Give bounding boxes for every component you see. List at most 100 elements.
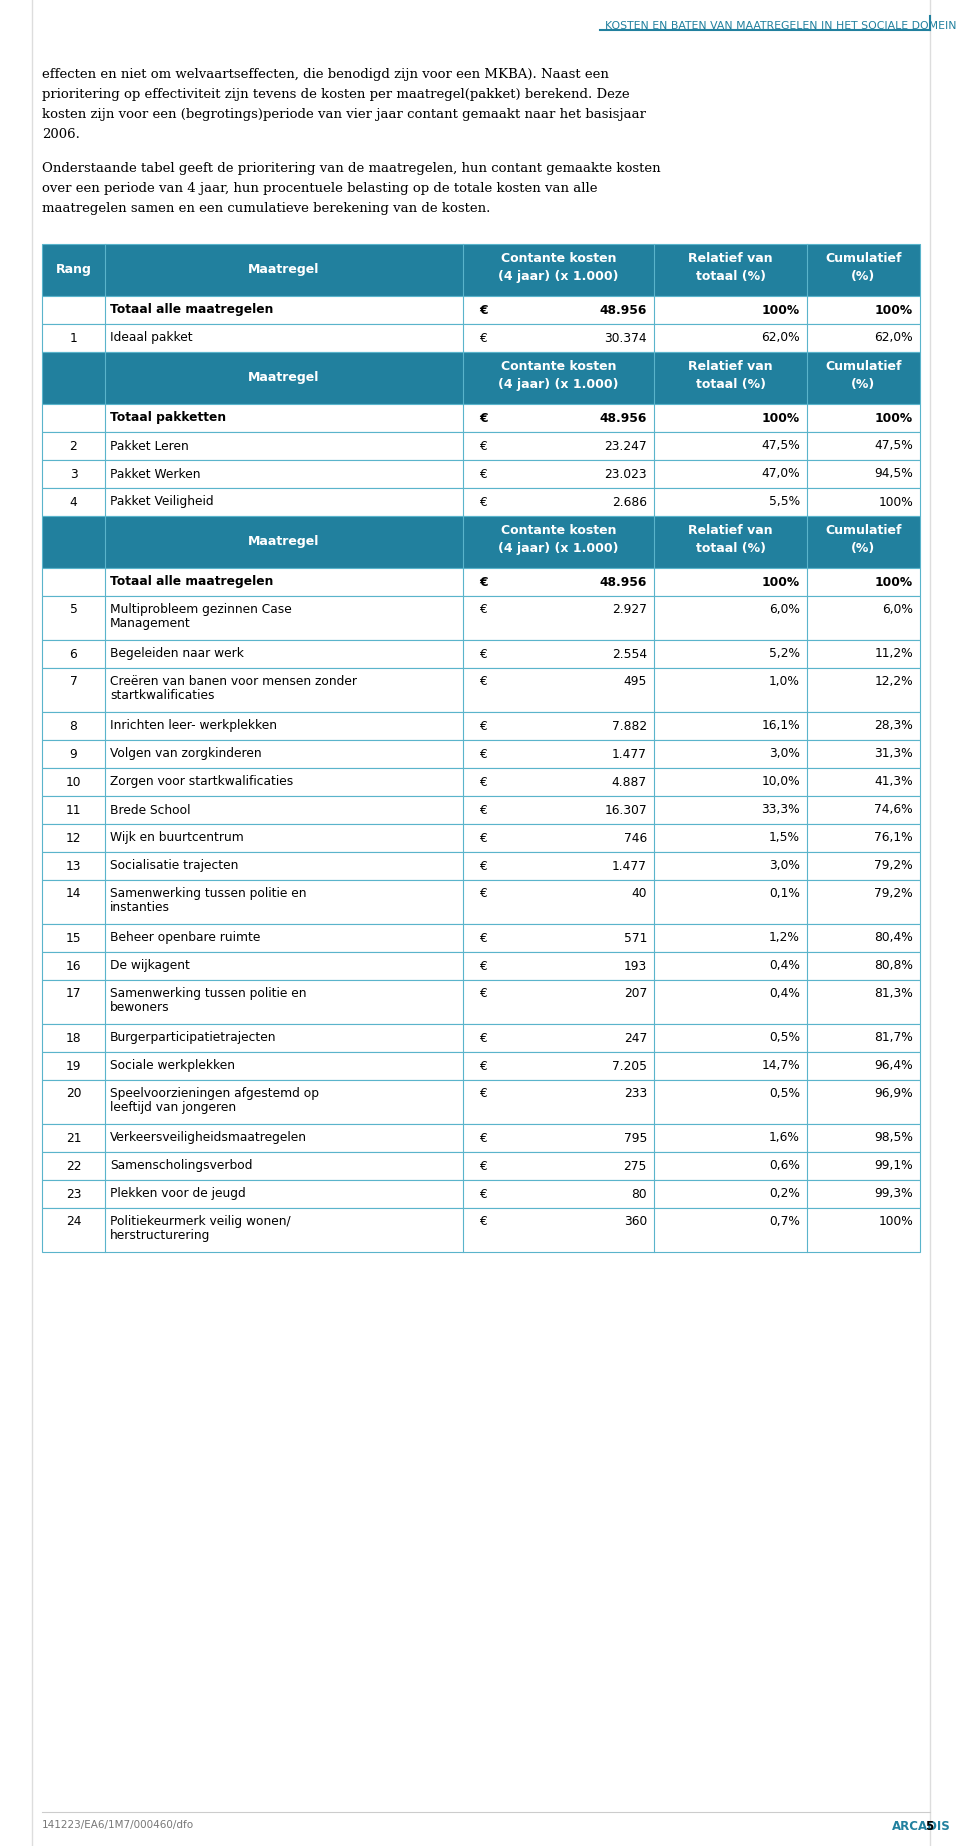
Text: €: € (479, 1215, 487, 1228)
Text: 1: 1 (70, 332, 78, 345)
Text: Samenwerking tussen politie en: Samenwerking tussen politie en (110, 886, 306, 901)
Text: Cumulatief: Cumulatief (826, 253, 901, 266)
Text: €: € (479, 495, 487, 508)
Text: €: € (479, 1032, 487, 1045)
Bar (42, 713, 920, 740)
Text: €: € (479, 748, 487, 761)
Text: 30.374: 30.374 (605, 332, 647, 345)
Text: 81,7%: 81,7% (875, 1032, 913, 1045)
Text: 3,0%: 3,0% (769, 748, 800, 761)
Text: 62,0%: 62,0% (761, 332, 800, 345)
Text: 4.887: 4.887 (612, 775, 647, 788)
Text: 12,2%: 12,2% (875, 676, 913, 689)
Text: €: € (479, 720, 487, 733)
Text: 17: 17 (65, 988, 82, 1001)
Text: 0,5%: 0,5% (769, 1032, 800, 1045)
Text: Pakket Leren: Pakket Leren (110, 439, 189, 452)
Bar (42, 668, 920, 713)
Text: €: € (479, 676, 487, 689)
Text: 9: 9 (70, 748, 78, 761)
Text: 5,2%: 5,2% (769, 648, 800, 661)
Text: 11: 11 (65, 803, 82, 816)
Text: Speelvoorzieningen afgestemd op: Speelvoorzieningen afgestemd op (110, 1087, 319, 1100)
Text: KOSTEN EN BATEN VAN MAATREGELEN IN HET SOCIALE DOMEIN: KOSTEN EN BATEN VAN MAATREGELEN IN HET S… (605, 20, 956, 31)
Text: Onderstaande tabel geeft de prioritering van de maatregelen, hun contant gemaakt: Onderstaande tabel geeft de prioritering… (42, 162, 660, 175)
Text: 48.956: 48.956 (600, 412, 647, 425)
Text: €: € (479, 932, 487, 945)
Text: totaal (%): totaal (%) (695, 378, 765, 391)
Text: 80,8%: 80,8% (875, 960, 913, 973)
Text: 4: 4 (70, 495, 78, 508)
Text: Totaal pakketten: Totaal pakketten (110, 412, 227, 425)
Text: Cumulatief: Cumulatief (826, 360, 901, 373)
Bar (42, 768, 920, 796)
Text: 6,0%: 6,0% (769, 604, 800, 617)
Text: 1.477: 1.477 (612, 860, 647, 873)
Text: 81,3%: 81,3% (875, 988, 913, 1001)
Bar (42, 1207, 920, 1252)
Text: 100%: 100% (762, 412, 800, 425)
Text: maatregelen samen en een cumulatieve berekening van de kosten.: maatregelen samen en een cumulatieve ber… (42, 201, 491, 214)
Text: 0,4%: 0,4% (769, 988, 800, 1001)
Text: 746: 746 (624, 831, 647, 844)
Text: Rang: Rang (56, 264, 91, 277)
Text: 6,0%: 6,0% (882, 604, 913, 617)
Text: €: € (479, 303, 488, 316)
Text: Beheer openbare ruimte: Beheer openbare ruimte (110, 932, 260, 945)
Text: €: € (479, 860, 487, 873)
Text: 10: 10 (65, 775, 82, 788)
Text: 247: 247 (624, 1032, 647, 1045)
Text: 16: 16 (65, 960, 82, 973)
Text: Relatief van: Relatief van (688, 253, 773, 266)
Text: 100%: 100% (875, 576, 913, 589)
Text: 99,1%: 99,1% (875, 1159, 913, 1172)
Text: Inrichten leer- werkplekken: Inrichten leer- werkplekken (110, 720, 277, 733)
Text: 23.023: 23.023 (605, 467, 647, 480)
Text: 8: 8 (69, 720, 78, 733)
Bar (42, 881, 920, 925)
Text: 80: 80 (632, 1187, 647, 1200)
Text: (%): (%) (852, 270, 876, 282)
Text: (%): (%) (852, 543, 876, 556)
Text: 23: 23 (65, 1187, 82, 1200)
Bar (42, 325, 920, 353)
Text: (4 jaar) (x 1.000): (4 jaar) (x 1.000) (498, 543, 619, 556)
Text: 96,9%: 96,9% (875, 1087, 913, 1100)
Text: 98,5%: 98,5% (875, 1132, 913, 1145)
Text: Begeleiden naar werk: Begeleiden naar werk (110, 648, 244, 661)
Text: 15: 15 (65, 932, 82, 945)
Text: 100%: 100% (878, 1215, 913, 1228)
Text: 13: 13 (65, 860, 82, 873)
Text: 571: 571 (624, 932, 647, 945)
Text: Cumulatief: Cumulatief (826, 524, 901, 537)
Text: 7.205: 7.205 (612, 1060, 647, 1073)
Text: €: € (479, 412, 488, 425)
Bar (42, 953, 920, 980)
Text: 14,7%: 14,7% (761, 1060, 800, 1073)
Text: 96,4%: 96,4% (875, 1060, 913, 1073)
Bar (42, 853, 920, 881)
Text: Volgen van zorgkinderen: Volgen van zorgkinderen (110, 748, 262, 761)
Text: 5: 5 (69, 604, 78, 617)
Text: Wijk en buurtcentrum: Wijk en buurtcentrum (110, 831, 244, 844)
Text: Totaal alle maatregelen: Totaal alle maatregelen (110, 576, 274, 589)
Text: 23.247: 23.247 (605, 439, 647, 452)
Text: 33,3%: 33,3% (761, 803, 800, 816)
Bar (42, 823, 920, 853)
Text: 2.686: 2.686 (612, 495, 647, 508)
Bar (42, 517, 920, 569)
Text: 11,2%: 11,2% (875, 648, 913, 661)
Text: 360: 360 (624, 1215, 647, 1228)
Text: 79,2%: 79,2% (875, 886, 913, 901)
Bar (42, 980, 920, 1025)
Text: €: € (479, 831, 487, 844)
Bar (42, 1124, 920, 1152)
Text: Pakket Werken: Pakket Werken (110, 467, 201, 480)
Text: 100%: 100% (875, 303, 913, 316)
Text: 20: 20 (65, 1087, 82, 1100)
Text: 100%: 100% (762, 576, 800, 589)
Bar (42, 295, 920, 325)
Text: 6: 6 (70, 648, 78, 661)
Text: €: € (479, 775, 487, 788)
Text: 5: 5 (925, 1820, 933, 1833)
